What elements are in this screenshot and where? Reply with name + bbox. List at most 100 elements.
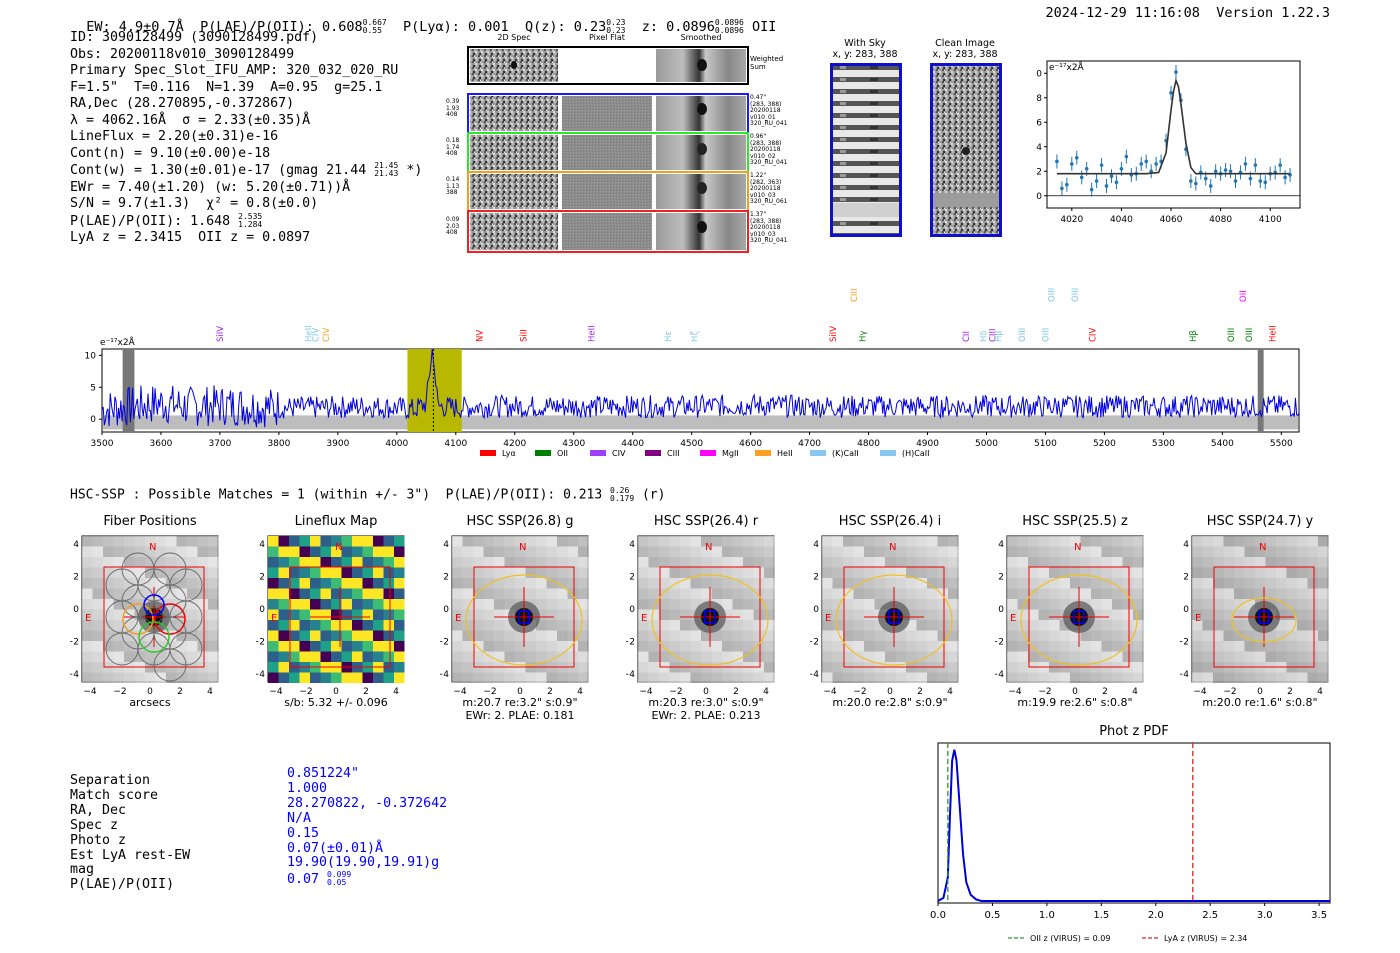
panel-pixel <box>124 672 135 683</box>
panel-pixel <box>1234 546 1245 557</box>
panel-pixel <box>832 599 843 610</box>
panel-xtick-label: 2 <box>363 687 369 697</box>
panel-pixel <box>638 588 649 599</box>
panel-pixel <box>701 578 712 589</box>
panel-pixel <box>462 672 473 683</box>
panel-pixel <box>145 557 156 568</box>
panel-pixel <box>764 536 775 547</box>
panel-pixel <box>331 672 342 683</box>
panel-pixel <box>669 588 680 599</box>
panel-pixel <box>1202 578 1213 589</box>
panel-pixel <box>916 557 927 568</box>
panel-pixel <box>92 630 103 641</box>
panel-pixel <box>278 536 289 547</box>
panel-pixel <box>885 578 896 589</box>
panel-pixel <box>82 557 93 568</box>
panel-pixel <box>1202 630 1213 641</box>
fit-data-point <box>1114 180 1119 185</box>
panel-xtick-label: −4 <box>269 687 283 697</box>
panel-pixel <box>1192 599 1203 610</box>
legend-swatch <box>535 450 551 456</box>
panel-subtitle: m:20.0 re:1.6" s:0.8" <box>1202 696 1318 709</box>
panel-pixel <box>1049 599 1060 610</box>
panel-pixel <box>1070 588 1081 599</box>
panel-pixel <box>1286 641 1297 652</box>
panel-pixel <box>483 599 494 610</box>
panel-pixel <box>1059 630 1070 641</box>
spec-xtick-label: 5400 <box>1211 439 1234 449</box>
panel-xtick-label: −2 <box>669 687 682 697</box>
panel-pixel <box>383 630 394 641</box>
panel-pixel <box>1091 588 1102 599</box>
panel-pixel <box>1007 546 1018 557</box>
panel-pixel <box>494 536 505 547</box>
panel-pixel <box>1202 662 1213 673</box>
panel-pixel <box>1112 557 1123 568</box>
line-id-label: OIII <box>1018 328 1028 342</box>
version: Version 1.22.3 <box>1216 5 1330 21</box>
panel-pixel <box>113 620 124 631</box>
panel-pixel <box>1265 588 1276 599</box>
panel-pixel <box>1133 536 1144 547</box>
panel-pixel <box>659 651 670 662</box>
panel-pixel <box>187 599 198 610</box>
panel-pixel <box>832 609 843 620</box>
panel-ytick-label: 2 <box>813 573 819 583</box>
panel-pixel <box>362 672 373 683</box>
fit-data-point <box>1243 162 1248 166</box>
panel-pixel <box>1276 599 1287 610</box>
panel-pixel <box>1276 578 1287 589</box>
panel-pixel <box>937 630 948 641</box>
panel-pixel <box>1101 536 1112 547</box>
spec-ytick-label: 5 <box>90 383 96 393</box>
panel-pixel <box>187 672 198 683</box>
panel-pixel <box>1255 641 1266 652</box>
panel-pixel <box>557 599 568 610</box>
line-id-label: Hζ <box>691 331 701 342</box>
panel-pixel <box>383 599 394 610</box>
panel-image: N E 4 2 0 −2 −4 −4 −2 0 2 4 <box>1180 535 1329 697</box>
panel-pixel <box>732 557 743 568</box>
z-range: 0.0896 0.0896 <box>714 18 744 35</box>
panel-pixel <box>82 546 93 557</box>
panel-pixel <box>578 546 589 557</box>
panel-pixel <box>394 546 405 557</box>
spec-xtick-label: 3600 <box>150 439 173 449</box>
panel-pixel <box>753 620 764 631</box>
panel-pixel <box>1234 536 1245 547</box>
east-label: E <box>1195 613 1201 624</box>
panel-pixel <box>1276 567 1287 578</box>
panel-pixel <box>546 641 557 652</box>
panel-pixel <box>103 630 114 641</box>
panel-pixel <box>352 546 363 557</box>
panel-pixel <box>362 609 373 620</box>
panel-pixel <box>711 651 722 662</box>
panel-pixel <box>711 578 722 589</box>
panel-pixel <box>1244 672 1255 683</box>
panel-pixel <box>1133 662 1144 673</box>
panel-pixel <box>557 567 568 578</box>
panel-pixel <box>1038 546 1049 557</box>
panel-pixel <box>483 630 494 641</box>
panel-pixel <box>1101 609 1112 620</box>
panel-pixel <box>1297 620 1308 631</box>
panel-pixel <box>383 546 394 557</box>
panel-pixel <box>743 588 754 599</box>
north-label: N <box>519 542 526 553</box>
match-box <box>1258 610 1270 624</box>
spectrum-flux-line <box>101 348 1300 428</box>
panel-pixel <box>732 599 743 610</box>
clean-image-title: Clean Image x, y: 283, 388 <box>932 38 998 60</box>
panel-pixel <box>394 578 405 589</box>
panel-pixel <box>320 620 331 631</box>
north-label: N <box>889 542 896 553</box>
panel-pixel <box>1049 567 1060 578</box>
panel-pixel <box>1213 567 1224 578</box>
panel-xtick-label: −2 <box>299 687 312 697</box>
aperture-box <box>1213 566 1315 668</box>
aperture-box <box>659 566 761 668</box>
panel-pixel <box>1122 651 1133 662</box>
legend-label: OII <box>557 449 568 458</box>
panel-pixel <box>331 609 342 620</box>
